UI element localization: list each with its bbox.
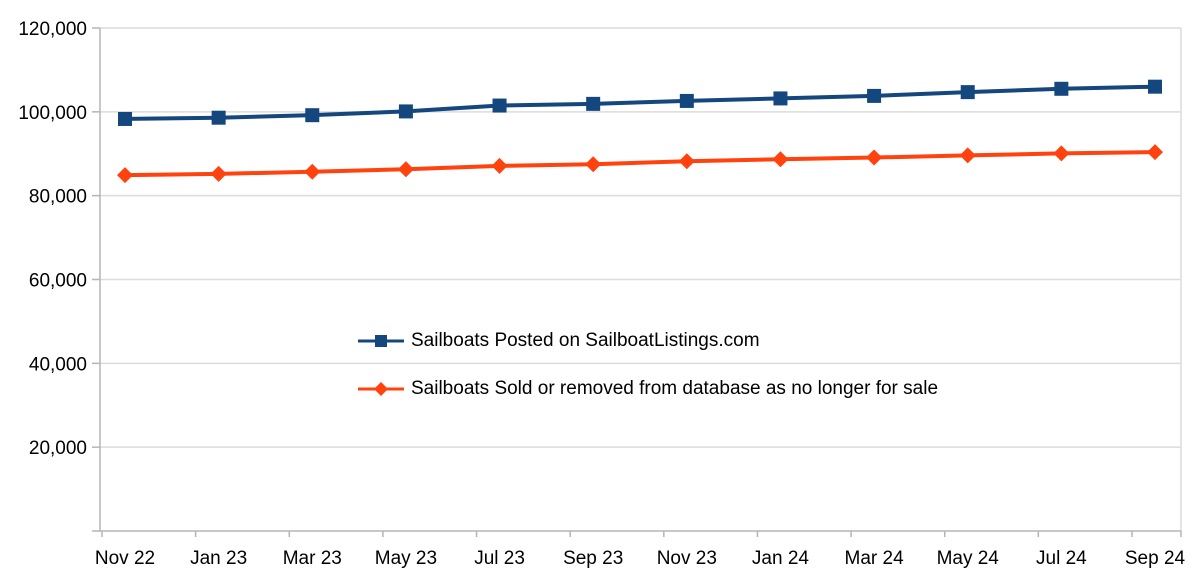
series-line-1 xyxy=(124,150,1156,178)
y-axis-label: 80,000 xyxy=(29,187,87,208)
data-point-marker xyxy=(960,85,975,100)
x-axis-label: Mar 23 xyxy=(283,548,342,569)
data-point-marker xyxy=(679,93,694,108)
data-point-marker xyxy=(117,167,133,184)
legend-label-sold: Sailboats Sold or removed from database … xyxy=(411,377,939,399)
x-axis-label: May 23 xyxy=(375,548,437,569)
data-point-marker xyxy=(491,157,508,174)
data-point-marker xyxy=(678,153,695,170)
x-axis-label: Mar 24 xyxy=(845,548,905,569)
y-axis-label: 120,000 xyxy=(18,19,87,40)
legend-item-sold: Sailboats Sold or removed from database … xyxy=(358,376,938,401)
y-axis-label: 100,000 xyxy=(18,103,87,124)
data-point-marker xyxy=(1146,144,1163,161)
x-axis-label: Jul 23 xyxy=(474,548,525,569)
data-point-marker xyxy=(304,163,321,180)
data-point-marker xyxy=(959,147,976,164)
data-point-marker xyxy=(398,104,413,119)
x-axis-label: Sep 23 xyxy=(563,548,623,569)
data-point-marker xyxy=(867,88,882,103)
x-axis-label: Jul 24 xyxy=(1036,548,1087,569)
data-point-marker xyxy=(586,96,601,111)
x-axis-label: Nov 22 xyxy=(95,548,155,569)
legend-item-posted: Sailboats Posted on SailboatListings.com xyxy=(358,328,938,353)
data-point-marker xyxy=(492,98,507,113)
data-point-marker xyxy=(585,156,602,173)
data-point-marker xyxy=(1054,81,1069,96)
data-point-marker xyxy=(1053,145,1070,162)
data-point-marker xyxy=(210,165,227,182)
chart-legend: Sailboats Posted on SailboatListings.com… xyxy=(358,328,938,401)
data-point-marker xyxy=(866,149,883,166)
x-axis-label: Jan 23 xyxy=(190,548,247,569)
legend-swatch-sold-diamond-icon xyxy=(358,381,404,396)
y-axis-label: 60,000 xyxy=(29,271,87,292)
legend-swatch-posted-square-icon xyxy=(358,334,404,347)
data-point-marker xyxy=(305,108,320,123)
data-point-marker xyxy=(397,161,414,178)
y-axis-label: 40,000 xyxy=(29,354,87,375)
data-point-marker xyxy=(118,111,132,126)
data-point-marker xyxy=(772,151,789,168)
series-line-0 xyxy=(124,84,1156,121)
data-point-marker xyxy=(773,91,788,106)
y-axis-label: 20,000 xyxy=(29,438,87,459)
data-point-marker xyxy=(1147,79,1162,94)
x-axis-label: May 24 xyxy=(937,548,1000,569)
legend-label-posted: Sailboats Posted on SailboatListings.com xyxy=(411,329,760,351)
x-axis-label: Nov 23 xyxy=(657,548,717,569)
x-axis-label: Sep 24 xyxy=(1125,548,1186,569)
x-axis-label: Jan 24 xyxy=(752,548,809,569)
data-point-marker xyxy=(211,110,226,125)
